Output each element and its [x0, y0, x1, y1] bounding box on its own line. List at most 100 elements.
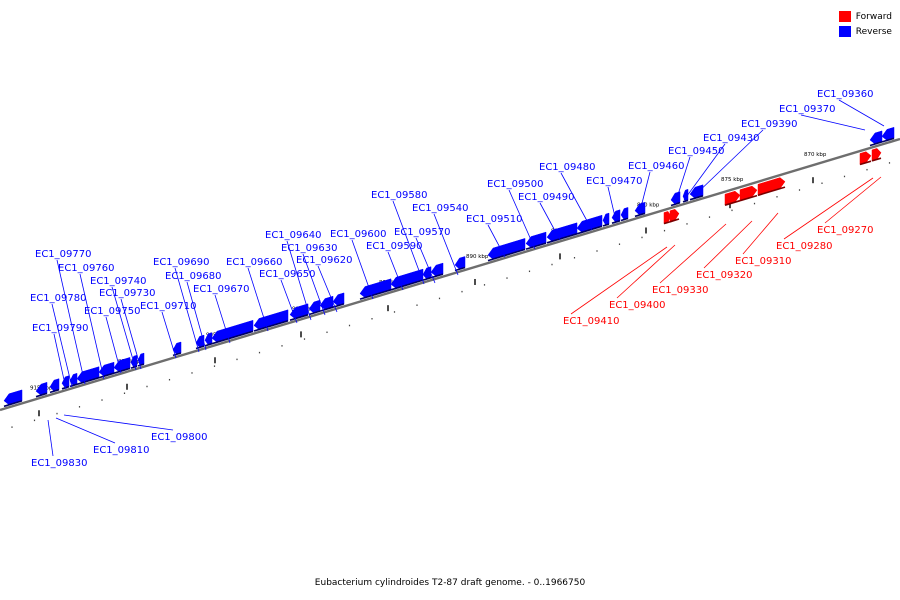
leader-line [111, 286, 137, 371]
gene-feature [76, 366, 100, 386]
leader-line [51, 303, 73, 388]
gene-label-ec1-09760: EC1_09760 [58, 263, 114, 380]
gene-label-text: EC1_09370 [779, 104, 835, 115]
gene-arrow-edge [35, 392, 48, 398]
gene-arrow-edge [253, 320, 289, 332]
gene-feature [881, 126, 895, 143]
gene-label-text: EC1_09600 [330, 229, 386, 240]
gene-arrow-edge [454, 266, 466, 272]
leader-line [286, 240, 312, 321]
gene-arrow-edge [76, 376, 100, 386]
gene-label-text: EC1_09710 [140, 301, 196, 312]
gene-label-text: EC1_09630 [281, 243, 337, 254]
leader-line [47, 419, 54, 457]
gene-arrow [602, 212, 610, 226]
leader-line [415, 237, 436, 284]
gene-arrow [3, 389, 23, 406]
legend-item-reverse: Reverse [838, 24, 892, 39]
gene-label-ec1-09600: EC1_09600 [330, 229, 386, 300]
gene-features [3, 126, 895, 408]
gene-arrow [669, 209, 680, 223]
gene-label-ec1-09510: EC1_09510 [466, 214, 522, 258]
gene-label-ec1-09800: EC1_09800 [63, 414, 207, 443]
gene-arrow-edge [390, 279, 424, 291]
gene-arrow-edge [422, 276, 432, 281]
gene-label-text: EC1_09690 [153, 257, 209, 268]
leader-line [392, 200, 425, 285]
gene-feature [757, 177, 786, 197]
gene-label-text: EC1_09330 [652, 285, 708, 296]
gene-feature [634, 201, 646, 218]
leader-line [351, 239, 374, 300]
genome-caption: Eubacterium cylindroides T2-87 draft gen… [314, 578, 586, 588]
gene-label-text: EC1_09810 [93, 445, 149, 456]
gene-arrow-edge [319, 306, 334, 312]
leader-line [317, 265, 338, 313]
legend-item-forward: Forward [838, 9, 892, 24]
gene-feature [871, 148, 882, 162]
gene-arrow-edge [739, 194, 758, 202]
gene-label-ec1-09580: EC1_09580 [371, 190, 427, 285]
gene-arrow-edge [689, 195, 704, 201]
leader-line [302, 253, 326, 316]
leader-line [280, 279, 298, 324]
gene-feature [211, 319, 254, 345]
legend: Forward Reverse [838, 9, 892, 39]
gene-label-ec1-09320: EC1_09320 [696, 220, 753, 281]
gene-label-ec1-09370: EC1_09370 [779, 104, 866, 131]
leader-line [703, 220, 753, 269]
leader-line [683, 143, 726, 201]
gene-label-ec1-09450: EC1_09450 [668, 146, 724, 205]
leader-line [508, 189, 536, 250]
gene-label-text: EC1_09790 [32, 323, 88, 334]
gene-arrow [724, 190, 741, 206]
gene-label-ec1-09740: EC1_09740 [90, 276, 146, 371]
gene-label-text: EC1_09760 [58, 263, 114, 274]
gene-arrow-edge [113, 367, 131, 374]
leader-line [742, 212, 779, 255]
gene-arrow-edge [669, 218, 680, 223]
gene-arrow [487, 238, 526, 260]
gene-feature [332, 292, 345, 308]
legend-reverse-label: Reverse [855, 26, 892, 37]
gene-feature [3, 389, 23, 408]
gene-label-ec1-09630: EC1_09630 [281, 243, 337, 316]
gene-feature [430, 262, 444, 279]
gene-label-text: EC1_09390 [741, 119, 797, 130]
leader-line [783, 177, 874, 240]
gene-arrow-edge [308, 310, 321, 316]
gene-label-text: EC1_09580 [371, 190, 427, 201]
gene-arrow-edge [211, 330, 254, 345]
gene-arrow-edge [611, 220, 621, 224]
gene-feature [253, 309, 289, 332]
gene-arrow [663, 211, 672, 224]
gene-feature [49, 378, 60, 394]
gene-arrow-edge [602, 223, 610, 227]
gene-feature [113, 357, 131, 374]
leader-line [487, 224, 506, 258]
gene-arrow-edge [359, 289, 392, 300]
gene-label-ec1-09540: EC1_09540 [412, 203, 468, 276]
gene-label-text: EC1_09480 [539, 162, 595, 173]
gene-label-text: EC1_09830 [31, 458, 87, 469]
gene-label-text: EC1_09270 [817, 225, 873, 236]
gene-label-ec1-09620: EC1_09620 [296, 255, 352, 313]
leader-line [674, 156, 691, 205]
leader-line [63, 414, 174, 431]
gene-label-ec1-09640: EC1_09640 [265, 230, 321, 321]
gene-label-ec1-09410: EC1_09410 [563, 246, 668, 327]
gene-label-text: EC1_09670 [193, 284, 249, 295]
gene-label-text: EC1_09450 [668, 146, 724, 157]
gene-label-ec1-09460: EC1_09460 [628, 161, 684, 212]
leader-line [214, 294, 231, 344]
gene-feature [422, 266, 432, 281]
gene-label-ec1-09280: EC1_09280 [776, 177, 874, 252]
gene-arrow-edge [869, 141, 883, 147]
gene-feature [620, 207, 629, 222]
gene-label-text: EC1_09640 [265, 230, 321, 241]
gene-arrow-edge [546, 233, 578, 244]
gene-feature [546, 222, 578, 244]
gene-arrow-edge [289, 314, 309, 321]
gene-arrow-edge [487, 248, 526, 262]
